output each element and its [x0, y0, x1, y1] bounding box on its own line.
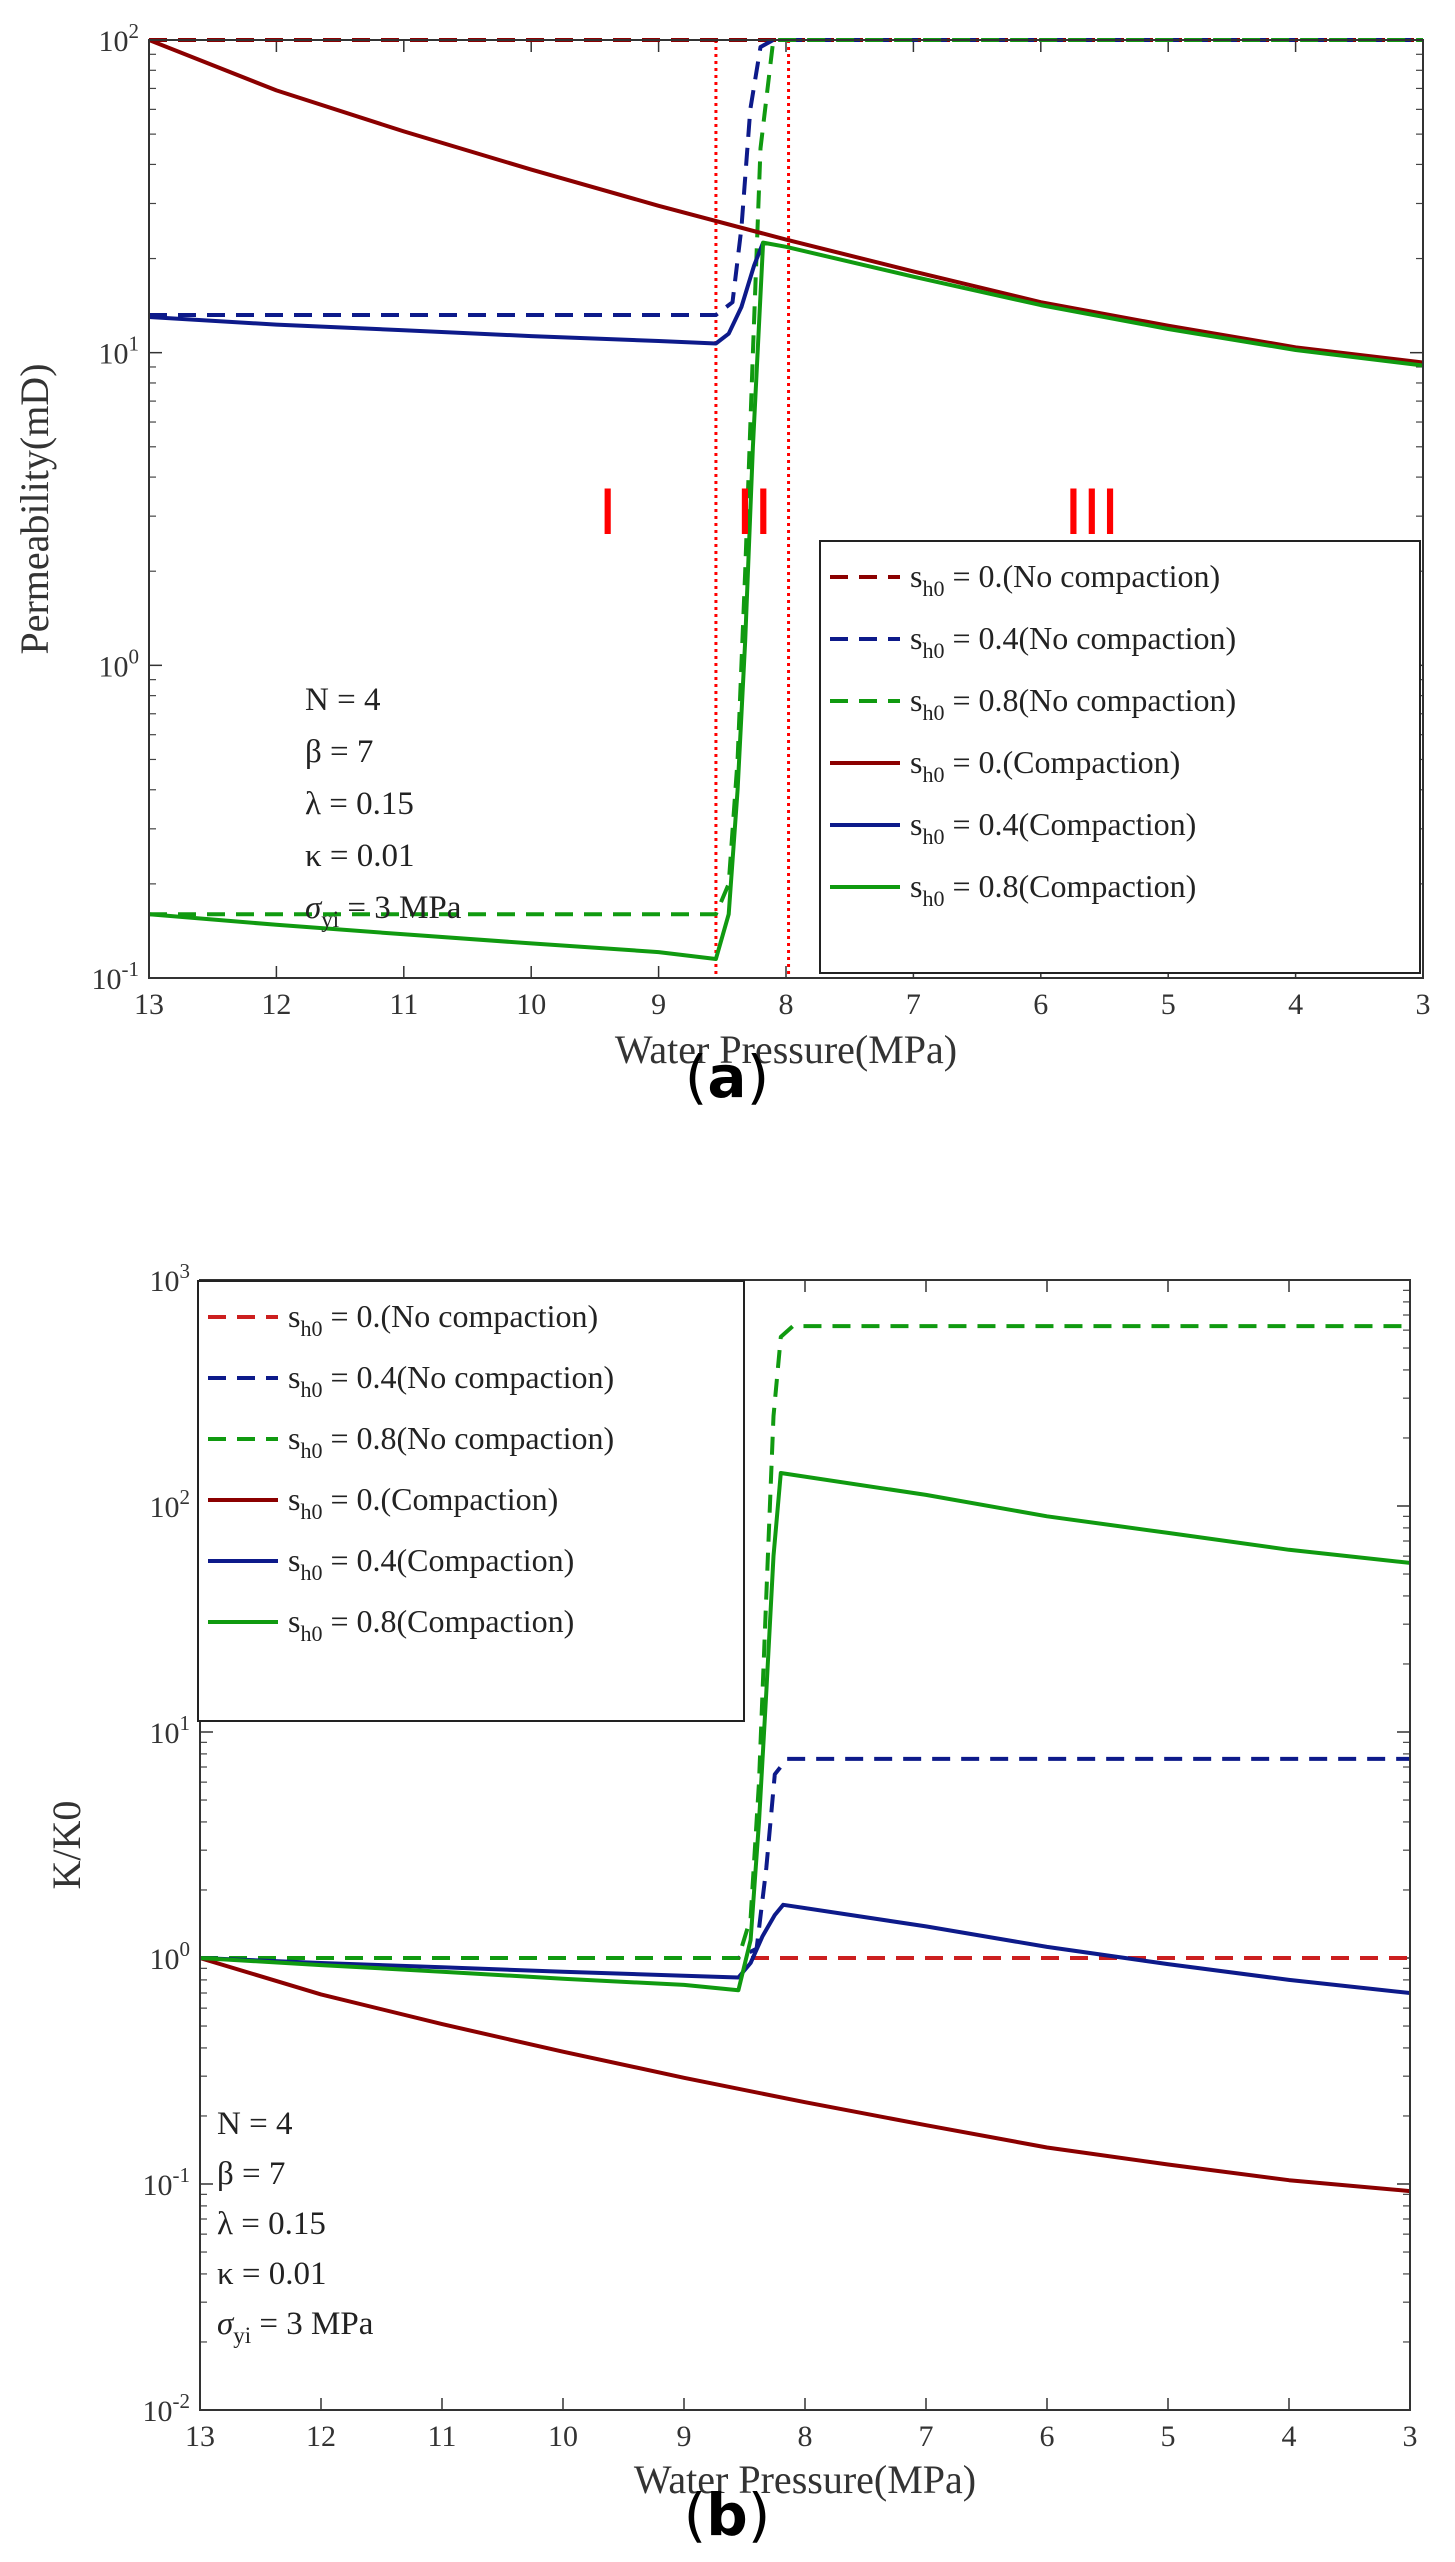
legend-label-2: sh0 = 0.4(No compaction)	[910, 620, 1236, 663]
y-tick-label: 100	[99, 644, 140, 683]
series-line-3	[200, 1324, 1410, 1960]
parameter-annotation: λ = 0.15	[217, 2206, 326, 2242]
legend-label-2: sh0 = 0.4(No compaction)	[288, 1359, 614, 1402]
y-axis-label: K/K0	[44, 1801, 89, 1890]
parameter-annotation: σyi = 3 MPa	[305, 890, 462, 932]
series-line-6	[149, 240, 1423, 961]
series-line-4	[200, 1956, 1410, 2194]
legend-box	[819, 540, 1421, 974]
region-label: III	[1064, 474, 1119, 548]
region-label: II	[736, 474, 773, 548]
chart-panel-b: 10-2 10-1 100 101 102 103 13 12 11 10 9 8 7 6 5 4 3 Water…	[44, 1259, 1418, 2502]
y-tick-label: 103	[150, 1259, 191, 1298]
legend-label-4: sh0 = 0.(Compaction)	[910, 744, 1180, 787]
plot-frame	[148, 39, 1424, 979]
x-tick-label: 3	[1416, 988, 1431, 1021]
legend-label-3: sh0 = 0.8(No compaction)	[910, 682, 1236, 725]
series-line-5	[200, 1902, 1410, 1995]
y-tick-label: 100	[150, 1937, 191, 1976]
x-tick-label: 6	[1040, 2420, 1055, 2453]
series-line-3	[149, 38, 1423, 917]
legend-label-5: sh0 = 0.4(Compaction)	[288, 1542, 574, 1585]
parameter-annotation: λ = 0.15	[305, 786, 414, 822]
y-axis-label: Permeability(mD)	[12, 363, 57, 654]
x-tick-label: 10	[548, 2420, 578, 2453]
legend-label-1: sh0 = 0.(No compaction)	[910, 558, 1220, 601]
x-tick-label: 5	[1161, 988, 1176, 1021]
legend-label-6: sh0 = 0.8(Compaction)	[910, 868, 1196, 911]
x-tick-label: 13	[134, 988, 164, 1021]
x-tick-label: 7	[919, 2420, 934, 2453]
parameter-annotation: κ = 0.01	[305, 838, 415, 874]
legend-label-5: sh0 = 0.4(Compaction)	[910, 806, 1196, 849]
x-tick-label: 11	[389, 988, 418, 1021]
x-axis-label: Water Pressure(MPa)	[634, 2457, 976, 2502]
x-tick-label: 11	[428, 2420, 457, 2453]
series-line-4	[149, 38, 1423, 365]
y-tick-label: 101	[99, 332, 140, 371]
x-tick-label: 9	[651, 988, 666, 1021]
legend-label-1: sh0 = 0.(No compaction)	[288, 1298, 598, 1341]
y-tick-label: 102	[99, 19, 140, 58]
x-tick-label: 12	[261, 988, 291, 1021]
plot-frame	[199, 1279, 1411, 2411]
y-tick-label: 10-1	[92, 957, 140, 996]
x-tick-label: 10	[516, 988, 546, 1021]
parameter-annotation: β = 7	[217, 2156, 285, 2192]
parameter-annotation: N = 4	[217, 2106, 292, 2142]
x-tick-label: 7	[906, 988, 921, 1021]
y-tick-label: 101	[150, 1711, 191, 1750]
parameter-annotation: β = 7	[305, 734, 373, 770]
x-tick-label: 12	[306, 2420, 336, 2453]
legend-box	[197, 1280, 745, 1722]
x-tick-label: 5	[1161, 2420, 1176, 2453]
panel-label-a: (a)	[685, 1043, 769, 1111]
series-line-6	[200, 1471, 1410, 1993]
x-tick-label: 4	[1282, 2420, 1297, 2453]
y-tick-label: 10-2	[143, 2389, 191, 2428]
legend-label-6: sh0 = 0.8(Compaction)	[288, 1603, 574, 1646]
series-line-5	[149, 241, 765, 346]
series-line-2	[149, 38, 1423, 317]
x-tick-label: 8	[779, 988, 794, 1021]
x-tick-label: 4	[1288, 988, 1303, 1021]
legend-label-3: sh0 = 0.8(No compaction)	[288, 1420, 614, 1463]
parameter-annotation: σyi = 3 MPa	[217, 2306, 374, 2348]
legend-label-4: sh0 = 0.(Compaction)	[288, 1481, 558, 1524]
y-tick-label: 102	[150, 1485, 191, 1524]
x-tick-label: 8	[798, 2420, 813, 2453]
x-tick-label: 13	[185, 2420, 215, 2453]
x-axis-label: Water Pressure(MPa)	[615, 1027, 957, 1072]
y-tick-label: 10-1	[143, 2163, 191, 2202]
panel-label-b: (b)	[684, 2481, 771, 2549]
parameter-annotation: κ = 0.01	[217, 2256, 327, 2292]
x-tick-label: 3	[1403, 2420, 1418, 2453]
parameter-annotation: N = 4	[305, 682, 380, 718]
x-tick-label: 6	[1033, 988, 1048, 1021]
x-tick-label: 9	[677, 2420, 692, 2453]
region-label: I	[598, 474, 616, 548]
